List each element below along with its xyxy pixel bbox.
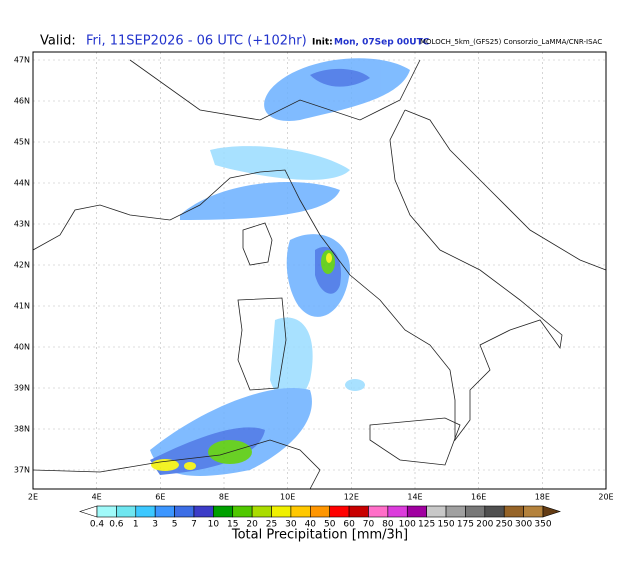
colorbar-label: 80 [382,520,394,530]
colorbar-label: 20 [246,520,258,530]
colorbar-box [232,505,253,518]
colorbar-label: 250 [496,520,513,530]
coastlines [32,59,607,490]
colorbar-label: 25 [266,520,277,530]
colorbar-label: 100 [399,520,416,530]
colorbar-box [96,505,117,518]
colorbar-box [484,505,505,518]
colorbar-box [213,505,234,518]
lon-label: 20E [598,493,613,502]
lon-label: 8E [219,493,229,502]
lon-label: 6E [155,493,165,502]
lon-label: 12E [344,493,359,502]
colorbar-box [426,505,447,518]
lon-label: 16E [471,493,486,502]
colorbar-label: 125 [418,520,435,530]
lat-label: 46N [14,97,30,106]
axis-labels: 47N 46N 45N 44N 43N 42N 41N 40N 39N 38N 37N 2E 4E 6E 8… [14,56,614,502]
init-label: Init: [312,38,333,48]
valid-time: Fri, 11SEP2026 - 06 UTC (+102hr) [86,34,307,49]
colorbar-label: 175 [457,520,474,530]
colorbar: 0.4 0.6 1 3 5 7 10 15 20 25 30 40 50 60 70 80 100 125 150 1… [79,505,561,530]
lon-label: 18E [535,493,550,502]
colorbar-box [174,505,195,518]
colorbar-cap [542,505,561,518]
colorbar-box [465,505,486,518]
colorbar-label: 5 [172,520,178,530]
colorbar-box [523,505,544,518]
colorbar-label: 1 [133,520,139,530]
colorbar-box [329,505,350,518]
colorbar-box [116,505,137,518]
lon-label: 10E [280,493,295,502]
colorbar-label: 0.4 [90,520,105,530]
colorbar-box [251,505,272,518]
lon-label: 14E [407,493,422,502]
colorbar-label: 40 [305,520,317,530]
lat-label: 47N [14,56,30,65]
model-info: MOLOCH_5km_(GFS25) Consorzio_LaMMA/CNR-I… [420,38,602,46]
colorbar-box [310,505,330,518]
colorbar-box [348,505,369,518]
colorbar-box [271,505,292,518]
lat-label: 44N [14,179,30,188]
init-time: Mon, 07Sep 00UTC [334,38,430,48]
lat-label: 41N [14,302,30,311]
colorbar-box [290,505,311,518]
colorbar-label: 300 [515,520,532,530]
colorbar-label: 10 [208,520,220,530]
colorbar-label: 350 [534,520,551,530]
colorbar-box [387,505,408,518]
colorbar-box [445,505,466,518]
colorbar-cap [79,505,98,518]
colorbar-label: 60 [343,520,355,530]
map-frame [32,51,607,490]
colorbar-title: Total Precipitation [mm/3h] [231,528,408,543]
colorbar-box [406,505,427,518]
lat-label: 38N [14,425,30,434]
colorbar-box [503,505,524,518]
colorbar-label: 30 [285,520,297,530]
valid-label: Valid: [40,34,76,49]
colorbar-label: 70 [363,520,375,530]
lat-label: 37N [14,466,30,475]
lat-label: 40N [14,343,30,352]
colorbar-label: 3 [152,520,158,530]
colorbar-label: 150 [437,520,454,530]
precipitation [150,58,410,476]
colorbar-label: 0.6 [109,520,124,530]
colorbar-label: 50 [324,520,336,530]
colorbar-box [154,505,175,518]
lat-label: 43N [14,220,30,229]
colorbar-box [193,505,214,518]
lat-label: 42N [14,261,30,270]
lon-label: 2E [28,493,38,502]
lon-label: 4E [92,493,102,502]
lat-label: 39N [14,384,30,393]
colorbar-box [368,505,389,518]
lat-label: 45N [14,138,30,147]
colorbar-label: 200 [476,520,493,530]
colorbar-label: 7 [191,520,197,530]
colorbar-box [135,505,156,518]
colorbar-label: 15 [227,520,238,530]
